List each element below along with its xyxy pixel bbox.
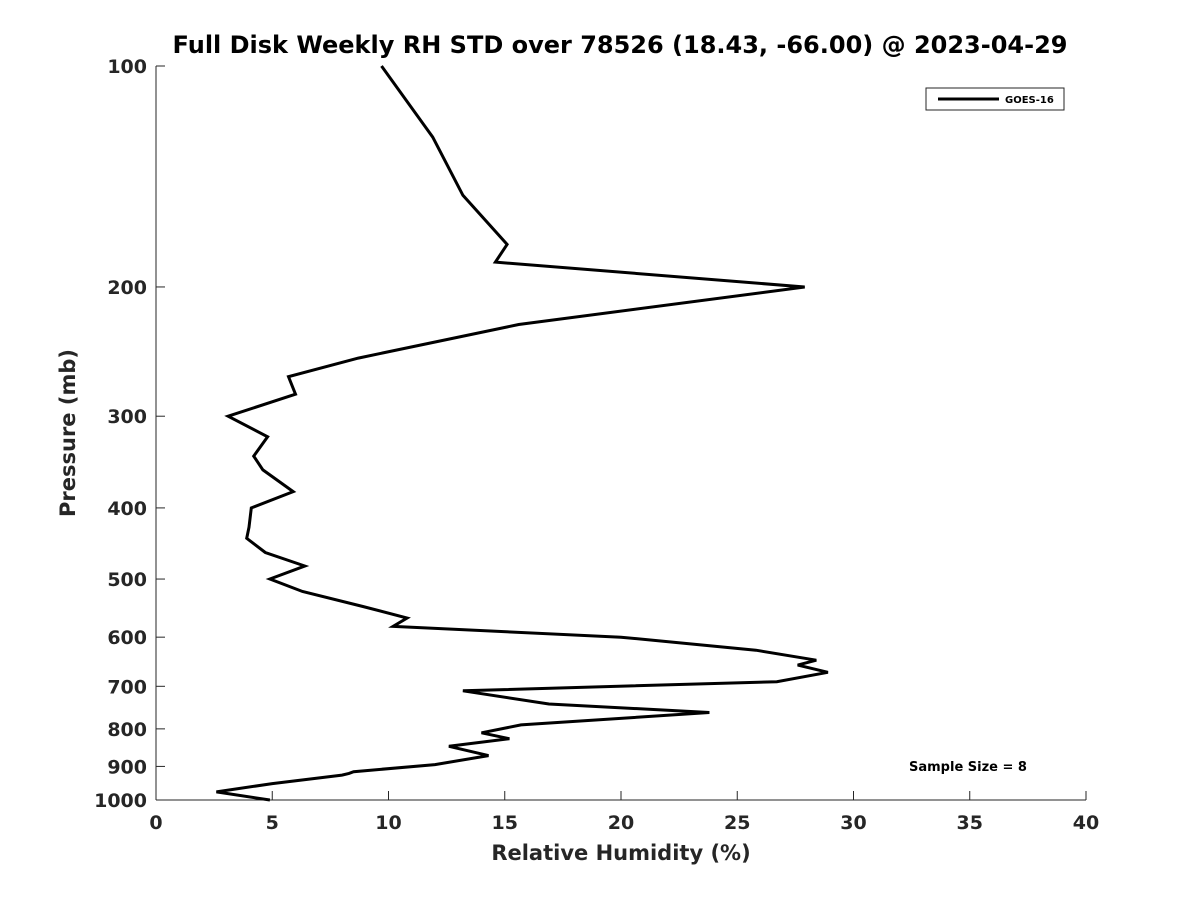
x-tick-label: 15 (492, 812, 518, 834)
y-tick-label: 600 (107, 627, 147, 649)
x-tick-label: 20 (608, 812, 634, 834)
x-axis-ticks: 0 5 10 15 20 25 30 35 40 (149, 791, 1099, 834)
y-axis-ticks: 100 200 300 400 500 600 700 800 900 1000 (94, 56, 165, 812)
chart-title: Full Disk Weekly RH STD over 78526 (18.4… (173, 31, 1068, 59)
series-line-goes-16 (216, 65, 829, 802)
series-lines (216, 65, 829, 802)
y-axis-label: Pressure (mb) (56, 349, 80, 517)
legend-label-goes16: GOES-16 (1005, 95, 1054, 106)
x-tick-label: 40 (1073, 812, 1099, 834)
legend: GOES-16 (925, 87, 1065, 111)
y-tick-label: 400 (107, 498, 147, 520)
y-tick-label: 800 (107, 719, 147, 741)
x-tick-label: 0 (149, 812, 162, 834)
plot-area: 0 5 10 15 20 25 30 35 40 100 200 300 400 500 600 700 80… (94, 56, 1099, 834)
y-tick-label: 1000 (94, 790, 147, 812)
y-tick-label: 200 (107, 277, 147, 299)
y-tick-label: 300 (107, 406, 147, 428)
y-tick-label: 900 (107, 756, 147, 778)
x-tick-label: 35 (957, 812, 983, 834)
y-tick-label: 100 (107, 56, 147, 78)
y-tick-label: 500 (107, 569, 147, 591)
x-tick-label: 10 (375, 812, 401, 834)
x-axis-label: Relative Humidity (%) (491, 841, 750, 865)
x-tick-label: 5 (266, 812, 279, 834)
y-tick-label: 700 (107, 676, 147, 698)
x-tick-label: 30 (840, 812, 866, 834)
sample-size-annotation: Sample Size = 8 (909, 760, 1027, 775)
x-tick-label: 25 (724, 812, 750, 834)
